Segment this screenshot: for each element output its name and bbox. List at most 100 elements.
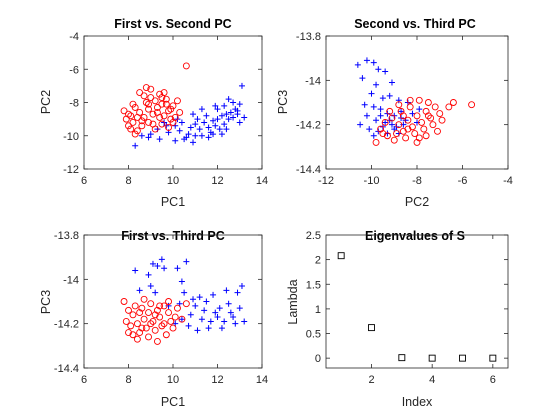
circle-marker (395, 121, 403, 129)
y-ticks: 0 0.5 1 1.5 2 2.5 (306, 230, 508, 365)
x-tick-label: 10 (167, 374, 179, 386)
x-tick-label: 12 (211, 374, 223, 386)
circle-marker (125, 329, 132, 336)
circle-marker (140, 295, 148, 303)
y-tick-label: -13.8 (296, 31, 321, 43)
plus-marker (241, 318, 248, 325)
x-tick-label: -12 (318, 175, 334, 187)
square-marker (459, 354, 466, 362)
circle-marker (449, 99, 457, 106)
plus-marker (373, 117, 380, 124)
plus-marker (414, 119, 420, 126)
circle-marker (136, 89, 144, 96)
circle-marker (386, 107, 394, 115)
x-axis-label: PC1 (161, 395, 185, 409)
circle-marker (142, 84, 150, 91)
circle-marker (415, 96, 423, 104)
plus-marker (212, 122, 219, 129)
plot-area (83, 234, 263, 369)
plus-marker (230, 314, 237, 321)
circle-marker (167, 105, 175, 113)
y-tick-label: 2.5 (306, 230, 321, 242)
circle-marker (140, 114, 148, 121)
x-tick-label: 6 (490, 374, 496, 386)
circle-marker (372, 138, 380, 146)
circle-marker (395, 101, 403, 109)
x-tick-label: 10 (167, 175, 179, 187)
plus-marker (190, 111, 197, 118)
plus-marker (354, 61, 361, 68)
plus-marker (210, 117, 217, 124)
plus-marker (176, 127, 183, 134)
x-axis-label: PC2 (405, 195, 429, 209)
circle-marker (162, 95, 170, 103)
y-tick-label: -12 (63, 164, 79, 176)
circle-marker (158, 322, 166, 330)
circle-marker (140, 315, 148, 323)
plus-marker (241, 114, 248, 121)
plus-marker (183, 258, 190, 265)
plus-marker (363, 112, 370, 119)
x-tick-label: 14 (256, 175, 268, 187)
circle-marker (131, 130, 139, 138)
y-tick-label: 0 (315, 353, 321, 365)
x-ticks: 2 4 6 (368, 235, 496, 386)
circle-marker (129, 118, 137, 126)
plus-marker (230, 114, 237, 121)
circle-marker (145, 105, 152, 113)
circle-marker (133, 320, 141, 328)
y-axis-label: PC2 (39, 90, 53, 114)
plus-marker (196, 294, 203, 301)
circle-marker (138, 304, 146, 312)
plus-marker (227, 309, 234, 316)
chart-title: First vs. Second PC (114, 17, 231, 31)
y-tick-label: 2 (315, 255, 321, 267)
circle-marker (431, 103, 439, 111)
y-ticks: -12 -10 -8 -6 -4 (63, 31, 262, 176)
circle-marker (406, 96, 414, 104)
plus-marker (218, 325, 225, 332)
plus-marker (201, 119, 208, 126)
plus-marker (132, 142, 139, 149)
y-tick-label: 1 (315, 304, 321, 316)
plus-marker (416, 106, 423, 113)
y-tick-label: -14 (305, 75, 321, 87)
plus-marker (172, 137, 179, 144)
circle-marker (429, 121, 437, 129)
y-tick-label: -6 (69, 64, 79, 76)
plus-marker (221, 102, 228, 109)
plus-marker (192, 302, 199, 309)
plus-marker (161, 265, 168, 272)
plus-marker (377, 112, 384, 119)
square-marker (337, 252, 345, 260)
circle-marker (381, 118, 389, 126)
circle-marker (171, 313, 179, 321)
plus-marker (382, 119, 389, 126)
plus-marker (152, 289, 159, 296)
plus-marker (185, 131, 192, 138)
plus-marker (379, 95, 386, 102)
plus-marker (370, 59, 377, 66)
y-tick-label: -14 (63, 274, 79, 286)
circle-marker (404, 116, 412, 124)
circle-marker (182, 300, 190, 308)
circle-marker (399, 112, 407, 120)
plus-marker (205, 325, 212, 332)
y-tick-label: -8 (69, 98, 79, 110)
plus-marker (178, 119, 185, 126)
circle-marker (145, 100, 152, 108)
plus-marker (178, 316, 185, 323)
data-marks (337, 252, 497, 362)
subplot-first-vs-second-pc: First vs. Second PC 6 8 10 12 14 -12-10-8-6-… (39, 17, 268, 209)
circle-marker (149, 110, 157, 118)
circle-marker (165, 309, 173, 317)
plus-marker (158, 256, 165, 263)
plus-marker (145, 134, 152, 141)
plus-marker (165, 302, 172, 309)
plus-marker (203, 298, 210, 305)
plus-marker (214, 106, 221, 113)
plus-marker (236, 305, 243, 312)
plus-marker (210, 131, 217, 138)
